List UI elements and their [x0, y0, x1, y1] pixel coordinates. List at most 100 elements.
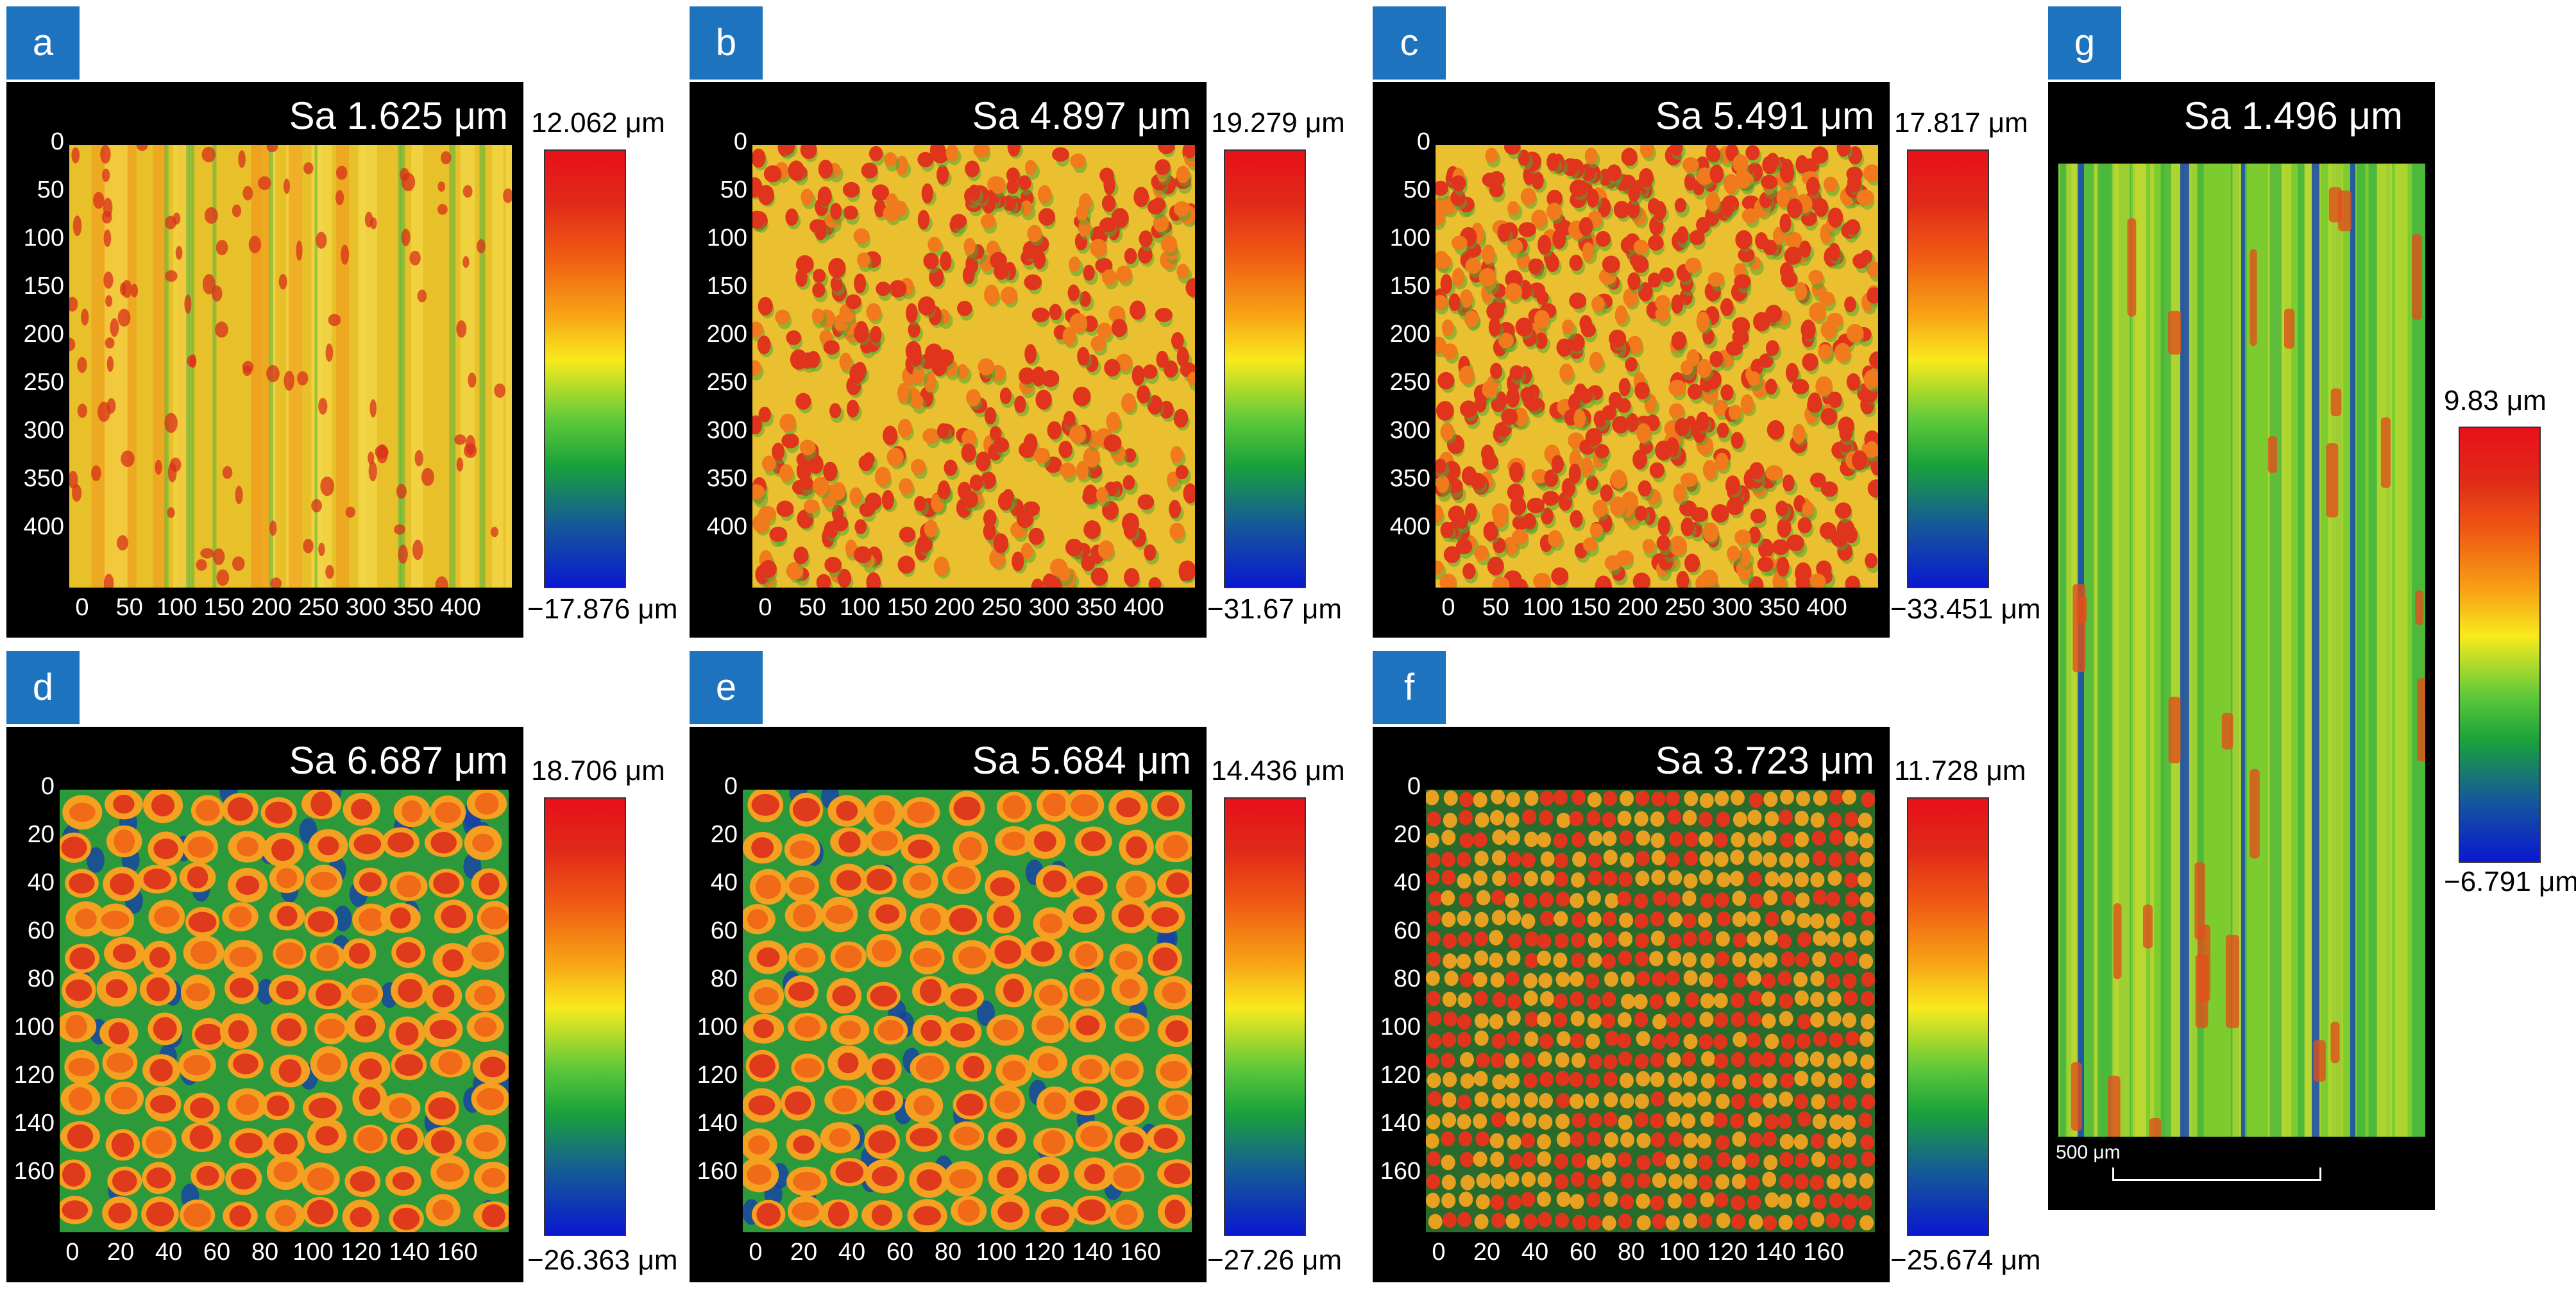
panel-c-colorbar	[1907, 149, 1989, 588]
panel-f-x-tick: 160	[1803, 1239, 1844, 1266]
panel-e-x-tick: 100	[976, 1239, 1017, 1266]
panel-b-x-tick: 200	[934, 594, 975, 621]
panel-e-y-tick: 20	[710, 821, 738, 848]
panel-d-colorbar-min: −26.363 μm	[527, 1244, 678, 1276]
panel-b-x-tick: 350	[1076, 594, 1117, 621]
panel-f-label: f	[1373, 651, 1446, 724]
panel-g-colorbar	[2459, 427, 2541, 863]
panel-e-frame: Sa 5.684 μm 0 20 40 60 80 100 120 140 160 0 20 40 60 8…	[690, 727, 1207, 1282]
panel-f-colorbar	[1907, 797, 1989, 1236]
panel-d-x-tick: 100	[292, 1239, 334, 1266]
panel-c-label: c	[1373, 6, 1446, 80]
panel-c-colorbar-max: 17.817 μm	[1894, 107, 2028, 139]
panel-e-y-tick: 80	[710, 965, 738, 992]
panel-f-y-tick: 0	[1407, 773, 1421, 800]
panel-c-sa-value: Sa 5.491 μm	[1655, 94, 1874, 137]
panel-d-y-tick: 60	[27, 917, 55, 944]
panel-d-colorbar	[544, 797, 626, 1236]
panel-d-x-tick: 80	[251, 1239, 279, 1266]
panel-e-colorbar-max: 14.436 μm	[1211, 755, 1345, 786]
panel-b-colorbar-min: −31.67 μm	[1207, 593, 1343, 625]
panel-d-y-tick: 100	[13, 1014, 55, 1040]
panel-f-x-tick: 80	[1617, 1239, 1645, 1266]
panel-b-y-tick: 150	[706, 273, 747, 300]
panel-b-y-tick: 350	[706, 465, 747, 492]
panel-g-scale-bar	[2112, 1167, 2321, 1181]
panel-b-frame: Sa 4.897 μm 0 50 100 150 200 250 300 350 400 0 50 10…	[690, 82, 1207, 638]
panel-b-y-tick: 100	[706, 225, 747, 251]
panel-c-y-tick: 250	[1389, 369, 1430, 396]
panel-d-x-tick: 120	[341, 1239, 382, 1266]
panel-b-x-tick: 250	[981, 594, 1022, 621]
panel-d-y-tick: 140	[13, 1110, 55, 1137]
panel-d-x-tick: 0	[65, 1239, 80, 1266]
panel-a-x-tick: 400	[440, 594, 481, 621]
panel-c-y-tick: 100	[1389, 225, 1430, 251]
panel-f-y-tick: 160	[1380, 1158, 1421, 1185]
panel-c-y-tick: 300	[1389, 417, 1430, 444]
panel-c-surface-map	[1436, 145, 1878, 588]
panel-a-y-tick: 50	[37, 176, 64, 203]
panel-d-y-tick: 20	[27, 821, 55, 848]
panel-b-y-tick: 0	[733, 128, 747, 155]
panel-a-colorbar-min: −17.876 μm	[527, 593, 678, 625]
panel-b-label: b	[690, 6, 763, 80]
panel-g-frame: Sa 1.496 μm 500 μm	[2048, 82, 2435, 1210]
panel-c-colorbar-min: −33.451 μm	[1890, 593, 2041, 625]
panel-b-surface-map	[752, 145, 1195, 588]
panel-e-x-tick: 140	[1072, 1239, 1113, 1266]
panel-a-y-tick: 250	[23, 369, 64, 396]
panel-e-y-tick: 120	[697, 1062, 738, 1089]
panel-e-y-tick: 40	[710, 869, 738, 896]
panel-c-x-tick: 250	[1665, 594, 1706, 621]
panel-c-x-tick: 200	[1617, 594, 1658, 621]
panel-e-x-tick: 0	[749, 1239, 763, 1266]
panel-e-surface-map	[743, 790, 1192, 1232]
panel-c-x-tick: 300	[1711, 594, 1753, 621]
panel-f-y-tick: 100	[1380, 1014, 1421, 1040]
panel-c-x-tick: 350	[1759, 594, 1800, 621]
panel-b-x-tick: 300	[1028, 594, 1070, 621]
panel-e-x-tick: 120	[1024, 1239, 1065, 1266]
panel-d-x-tick: 160	[437, 1239, 478, 1266]
panel-f-x-tick: 140	[1755, 1239, 1796, 1266]
panel-g-sa-value: Sa 1.496 μm	[2183, 94, 2403, 137]
panel-f-x-tick: 0	[1432, 1239, 1446, 1266]
panel-d-y-tick: 40	[27, 869, 55, 896]
panel-f-colorbar-min: −25.674 μm	[1890, 1244, 2041, 1276]
panel-e-x-tick: 80	[934, 1239, 962, 1266]
panel-a-x-tick: 250	[298, 594, 339, 621]
panel-f-x-tick: 120	[1707, 1239, 1748, 1266]
panel-e-y-tick: 160	[697, 1158, 738, 1185]
panel-c-y-tick: 50	[1403, 176, 1430, 203]
panel-f-x-tick: 100	[1659, 1239, 1700, 1266]
panel-a-x-tick: 100	[156, 594, 198, 621]
panel-f-y-tick: 140	[1380, 1110, 1421, 1137]
panel-d-surface-map	[60, 790, 509, 1232]
panel-c-x-tick: 0	[1441, 594, 1455, 621]
panel-e-x-tick: 160	[1120, 1239, 1161, 1266]
panel-f-x-tick: 40	[1521, 1239, 1549, 1266]
panel-d-x-tick: 40	[155, 1239, 183, 1266]
panel-a-colorbar-max: 12.062 μm	[531, 107, 665, 139]
panel-b-x-tick: 400	[1123, 594, 1164, 621]
panel-c-y-tick: 0	[1416, 128, 1430, 155]
panel-e-y-tick: 100	[697, 1014, 738, 1040]
panel-c-frame: Sa 5.491 μm 0 50 100 150 200 250 300 350 400 0 50 10…	[1373, 82, 1890, 638]
panel-a-x-tick: 350	[393, 594, 434, 621]
panel-e-label: e	[690, 651, 763, 724]
panel-e-y-tick: 60	[710, 917, 738, 944]
panel-f-colorbar-max: 11.728 μm	[1894, 755, 2026, 786]
panel-f-sa-value: Sa 3.723 μm	[1655, 739, 1874, 782]
panel-a-x-tick: 300	[345, 594, 387, 621]
panel-f-y-tick: 40	[1393, 869, 1421, 896]
panel-d-frame: Sa 6.687 μm 0 20 40 60 80 100 120 140 160 0 20 40 60 8…	[6, 727, 523, 1282]
panel-e-sa-value: Sa 5.684 μm	[972, 739, 1191, 782]
panel-b-colorbar-max: 19.279 μm	[1211, 107, 1345, 139]
panel-b-x-tick: 150	[886, 594, 928, 621]
panel-e-colorbar	[1224, 797, 1306, 1236]
panel-c-y-tick: 200	[1389, 321, 1430, 348]
panel-a-x-tick: 200	[251, 594, 292, 621]
panel-a-y-tick: 100	[23, 225, 64, 251]
panel-c-y-tick: 400	[1389, 513, 1430, 540]
